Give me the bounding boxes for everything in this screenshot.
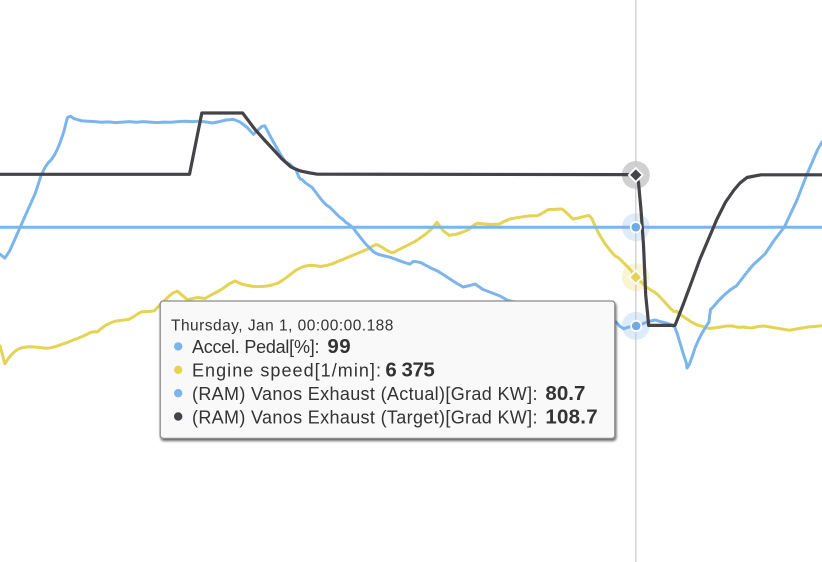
svg-text:Thursday, Jan 1, 00:00:00.188: Thursday, Jan 1, 00:00:00.188 [171, 318, 393, 335]
svg-text:Engine speed[1/min]:: Engine speed[1/min]: [192, 361, 381, 381]
svg-text:(RAM) Vanos Exhaust (Target)[G: (RAM) Vanos Exhaust (Target)[Grad KW]: [192, 407, 538, 427]
svg-text:80.7: 80.7 [545, 382, 585, 405]
svg-text:108.7: 108.7 [545, 405, 597, 428]
svg-text:(RAM) Vanos Exhaust (Actual)[G: (RAM) Vanos Exhaust (Actual)[Grad KW]: [192, 384, 538, 404]
svg-text:99: 99 [327, 335, 350, 358]
svg-text:Accel. Pedal[%]:: Accel. Pedal[%]: [192, 337, 320, 357]
svg-text:6 375: 6 375 [385, 359, 434, 382]
